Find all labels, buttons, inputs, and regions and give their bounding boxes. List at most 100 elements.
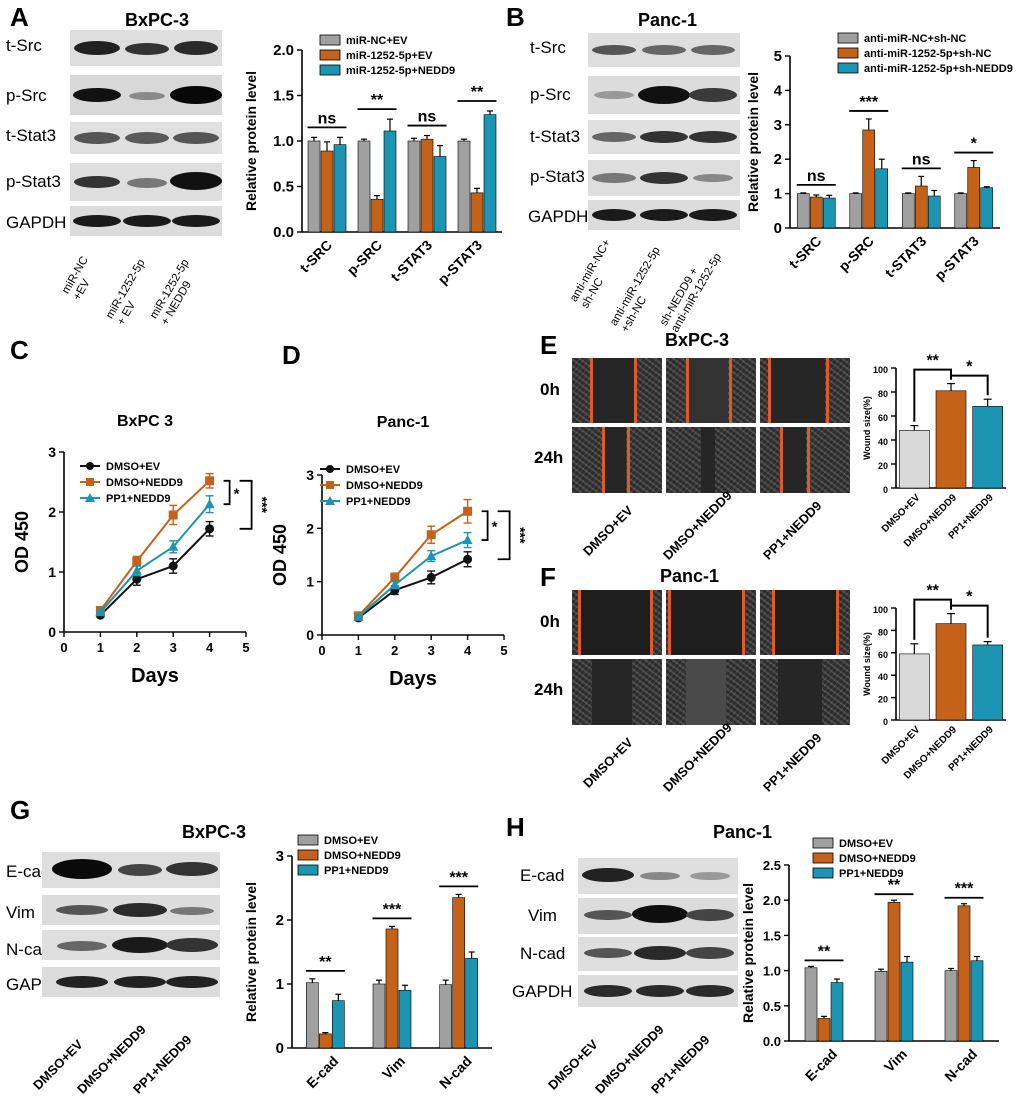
legend-label: DMSO+EV [106,461,161,473]
bar [830,982,844,1042]
blot-band [691,45,735,55]
legend-swatch [319,64,341,76]
blot-a-row-label: t-Src [6,36,42,55]
legend-label: DMSO+NEDD9 [839,853,916,865]
bar [439,984,452,1049]
y-tick-label: 40 [878,672,888,682]
y-tick-label: 2 [48,504,56,520]
category-label: N-cad [941,1046,980,1085]
bar [862,129,876,229]
y-tick-label: 1 [306,574,314,590]
bar [306,982,319,1049]
series-line [357,539,469,618]
panel-label-d: D [282,340,301,370]
timepoint-label: 0h [540,380,560,399]
data-point [389,579,400,589]
y-tick-label: 2.5 [763,858,781,873]
panel-label-f: F [540,562,556,592]
blot-h-row-label: Vim [528,906,557,925]
blot-band [686,985,734,997]
group-label: PP1+NEDD9 [760,730,825,795]
legend-label: DMSO+EV [839,838,894,850]
y-tick-label: 0 [883,717,888,727]
blot-band [689,88,737,102]
legend-marker [326,465,334,473]
blot-band [640,872,680,880]
blot-g-strips [42,852,220,997]
bar [914,185,928,229]
blot-band [74,176,120,188]
bar [901,193,915,229]
wound-image [666,427,756,493]
blot-band [166,938,218,952]
bar [383,130,397,233]
y-axis-title: Relative protein level [745,72,761,212]
category-label: p-SRC [344,237,386,279]
bar [944,970,958,1042]
wound-image [760,590,850,655]
legend-swatch [297,834,319,846]
series-line [99,480,211,611]
y-axis-title: OD 450 [270,524,290,586]
category-label: t-SRC [786,233,825,272]
legend-label: miR-1252-5p+EV [346,50,433,62]
legend-label: anti-miR-1252-5p+sh-NEDD9 [864,63,1013,75]
bar [357,140,371,233]
y-tick-label: 0 [306,627,314,643]
series-line [357,510,469,617]
significance-label: ns [318,110,337,127]
x-axis-title: Days [131,665,179,687]
blot-band [172,215,220,227]
blot-band [686,947,734,959]
y-tick-label: 0.0 [763,1034,781,1049]
bar [465,958,478,1049]
y-tick-label: 0 [883,485,888,495]
blot-band [642,45,686,55]
bar [954,193,968,229]
y-tick-label: 1.5 [763,928,781,943]
bar [927,195,941,229]
y-tick-label: 2.0 [273,42,294,59]
bar [935,390,967,489]
data-point [132,556,142,566]
significance-label: *** [955,881,974,898]
blot-b-row-label: GAPDH [528,207,589,226]
significance-label: ns [912,151,931,168]
category-label: t-SRC [296,237,335,276]
bar [385,928,399,1049]
y-tick-label: 1.0 [273,133,294,150]
bar [457,140,471,233]
blot-band [584,985,632,997]
x-tick-label: 4 [464,643,472,658]
blot-h-strips [578,858,738,1007]
legend-swatch [297,849,319,861]
blot-band [634,946,686,960]
bar [957,905,971,1042]
x-tick-label: 5 [500,643,507,658]
significance-label: ** [926,353,939,370]
significance-label: ns [418,109,437,126]
y-tick-label: 80 [878,627,888,637]
legend-label: anti-miR-1252-5p+sh-NC [864,48,992,60]
y-tick-label: 1.5 [273,88,294,105]
y-tick-label: 1 [276,976,284,993]
y-axis-title: OD 450 [12,511,32,573]
significance-label: * [234,486,240,503]
significance-label: *** [255,497,271,514]
blot-g-row-label: Vim [6,903,35,922]
panel-label-b: B [506,2,525,32]
chart-a-protein-levels: 0.0 0.5 1.0 1.5 2.0 Relative protein level ns t… [243,34,502,287]
y-tick-label: 0.5 [763,999,781,1014]
data-point [168,541,179,551]
panel-h-title: Panc-1 [713,822,773,842]
blot-band [74,41,120,55]
y-tick-label: 3 [276,848,284,865]
wound-image [572,358,662,423]
y-tick-label: 1 [774,186,782,203]
blot-band [127,178,167,188]
panel-label-e: E [540,330,558,360]
legend-swatch [837,47,859,59]
blot-band [170,907,214,915]
